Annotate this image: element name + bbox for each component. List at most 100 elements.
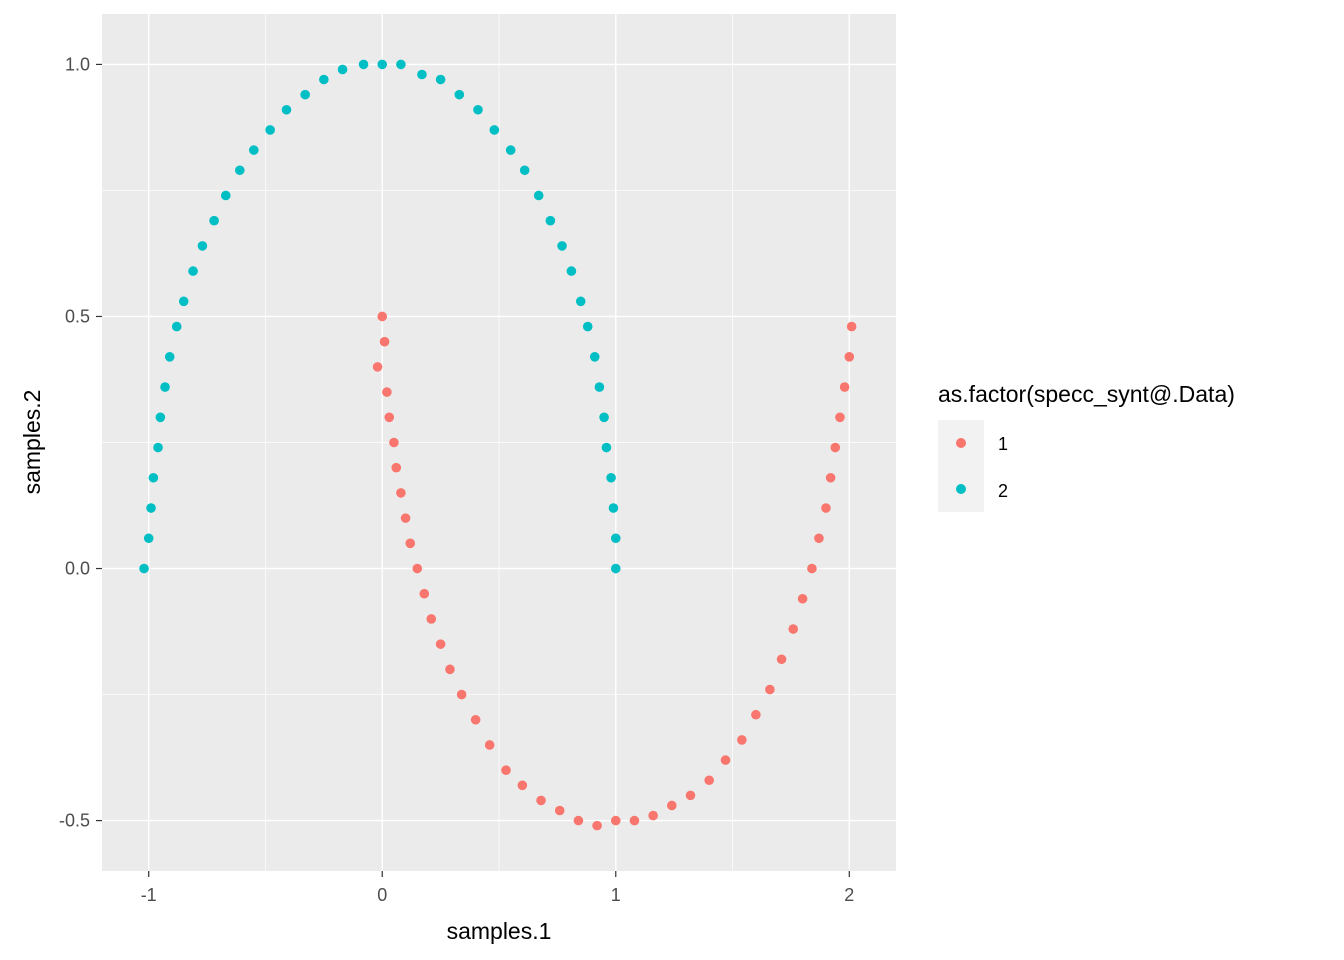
- legend-title: as.factor(specc_synt@.Data): [938, 381, 1235, 407]
- data-point-series-2: [248, 145, 259, 155]
- data-point-series-2: [601, 442, 612, 453]
- legend-swatch-1: [956, 438, 966, 448]
- data-point-series-2: [178, 296, 189, 307]
- data-point-series-1: [456, 689, 467, 700]
- x-axis-title: samples.1: [447, 918, 552, 944]
- data-point-series-1: [372, 362, 383, 372]
- data-point-series-1: [846, 321, 857, 332]
- data-point-series-2: [153, 442, 163, 453]
- data-point-series-1: [379, 336, 390, 347]
- y-tick-label: 0.0: [65, 559, 90, 579]
- data-point-series-1: [384, 412, 395, 423]
- data-point-series-2: [197, 241, 208, 251]
- data-point-series-2: [143, 533, 154, 544]
- data-point-series-2: [281, 104, 292, 115]
- x-tick-label: 0: [377, 885, 387, 905]
- data-point-series-2: [545, 215, 556, 226]
- data-point-series-1: [517, 780, 528, 791]
- data-point-series-2: [265, 125, 275, 135]
- legend-label-2: 2: [998, 481, 1008, 501]
- data-point-series-1: [788, 624, 799, 634]
- data-point-series-2: [575, 296, 586, 307]
- data-point-series-1: [825, 472, 836, 483]
- data-point-series-1: [765, 684, 775, 695]
- data-point-series-1: [391, 462, 402, 473]
- data-point-series-2: [220, 190, 231, 201]
- data-point-series-1: [737, 735, 747, 745]
- data-point-series-2: [160, 382, 170, 392]
- x-tick-label: -1: [141, 885, 157, 905]
- data-point-series-2: [454, 89, 465, 100]
- data-point-series-2: [582, 321, 593, 332]
- data-point-series-2: [489, 125, 500, 135]
- x-tick-label: 1: [611, 885, 621, 905]
- data-point-series-2: [566, 266, 577, 276]
- data-point-series-1: [573, 815, 584, 826]
- legend-swatch-2: [956, 484, 966, 494]
- legend: as.factor(specc_synt@.Data) 1 2: [938, 381, 1235, 512]
- data-point-series-2: [319, 74, 329, 85]
- data-point-series-1: [648, 810, 658, 821]
- data-point-series-1: [821, 503, 831, 513]
- data-point-series-1: [814, 533, 824, 544]
- data-point-series-2: [473, 104, 483, 115]
- data-point-series-1: [426, 614, 437, 624]
- data-point-series-2: [533, 190, 544, 201]
- data-point-series-2: [557, 241, 567, 251]
- data-point-series-2: [435, 74, 446, 85]
- y-axis: -0.5 0.0 0.5 1.0: [59, 54, 102, 831]
- x-tick-label: 2: [844, 885, 854, 905]
- data-point-series-1: [592, 820, 602, 831]
- data-point-series-1: [501, 765, 511, 775]
- data-point-series-1: [412, 563, 423, 574]
- data-point-series-2: [417, 69, 427, 80]
- data-point-series-2: [300, 89, 310, 100]
- data-point-series-2: [337, 64, 348, 75]
- data-point-series-2: [519, 165, 530, 176]
- data-point-series-1: [536, 795, 546, 806]
- data-point-series-1: [720, 755, 731, 765]
- data-point-series-1: [629, 815, 640, 826]
- data-point-series-1: [554, 805, 565, 816]
- data-point-series-1: [835, 412, 845, 423]
- data-point-series-2: [610, 533, 621, 544]
- data-point-series-1: [419, 588, 430, 599]
- legend-label-1: 1: [998, 434, 1008, 454]
- y-tick-label: 0.5: [65, 306, 90, 326]
- x-axis: -1 0 1 2: [141, 871, 854, 905]
- data-point-series-2: [606, 472, 616, 483]
- data-point-series-2: [148, 472, 159, 483]
- data-point-series-1: [844, 352, 855, 362]
- y-tick-label: 1.0: [65, 54, 90, 74]
- data-point-series-2: [358, 59, 369, 70]
- data-point-series-1: [470, 714, 481, 725]
- data-point-series-1: [751, 709, 761, 720]
- data-point-series-2: [377, 59, 388, 70]
- major-gridlines: [102, 14, 896, 871]
- data-point-series-2: [234, 165, 245, 176]
- minor-gridlines: [102, 14, 896, 871]
- data-point-series-1: [400, 513, 411, 523]
- data-point-series-2: [505, 145, 516, 155]
- data-point-series-1: [377, 311, 388, 322]
- data-point-series-2: [155, 412, 166, 423]
- data-point-series-1: [704, 775, 714, 786]
- data-point-series-2: [188, 266, 198, 276]
- data-point-series-1: [797, 593, 808, 604]
- data-point-series-1: [435, 639, 446, 649]
- data-point-series-2: [599, 412, 609, 423]
- data-point-series-2: [146, 503, 156, 513]
- data-point-series-2: [610, 563, 621, 574]
- y-axis-title: samples.2: [19, 390, 45, 495]
- data-points: [139, 59, 857, 831]
- y-tick-label: -0.5: [59, 811, 90, 831]
- data-point-series-1: [484, 740, 495, 750]
- data-point-series-2: [594, 382, 605, 392]
- data-point-series-2: [171, 321, 182, 332]
- data-point-series-1: [382, 387, 392, 397]
- data-point-series-1: [610, 815, 621, 826]
- data-point-series-1: [685, 790, 696, 801]
- data-point-series-1: [667, 800, 677, 811]
- data-point-series-1: [396, 488, 406, 498]
